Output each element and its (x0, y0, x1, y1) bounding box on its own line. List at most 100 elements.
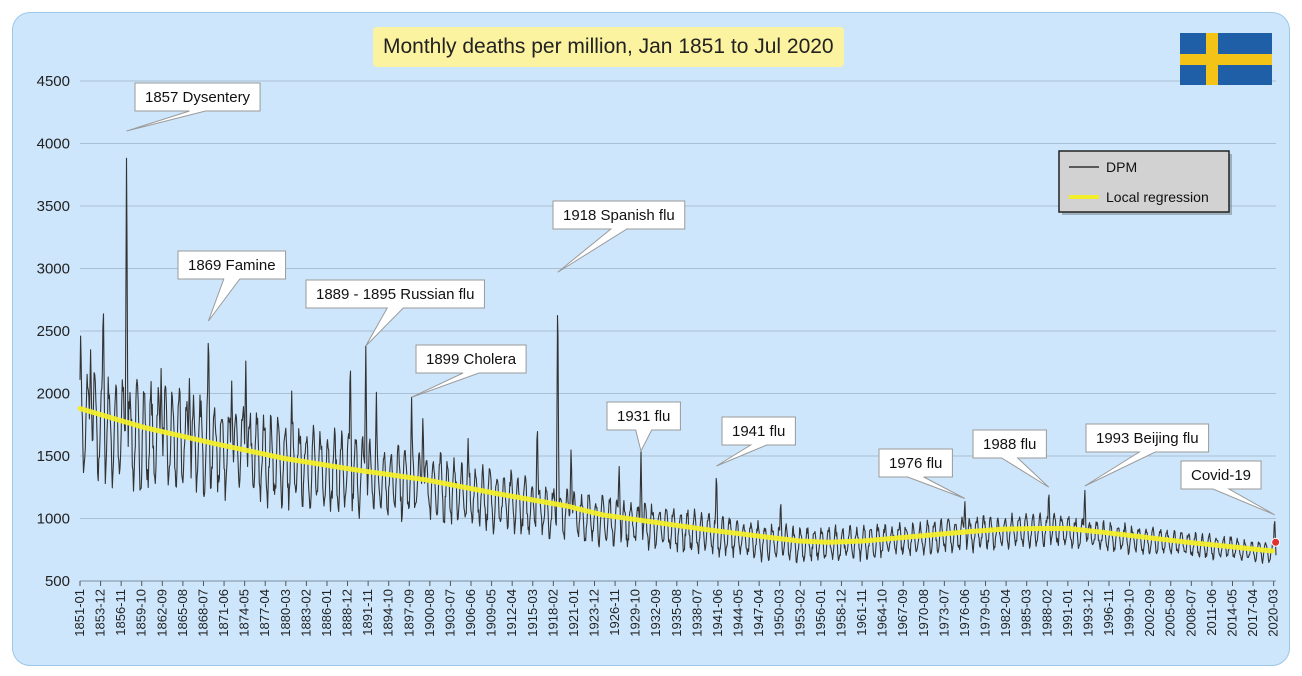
y-tick-label: 500 (45, 573, 70, 590)
x-tick-label: 1871-06 (216, 589, 231, 637)
y-tick-label: 3500 (37, 198, 70, 215)
callout: Covid-19 (1180, 460, 1275, 516)
x-tick-label: 1915-03 (525, 589, 540, 637)
x-tick-label: 1912-04 (504, 589, 519, 637)
x-tick-label: 2011-06 (1204, 589, 1219, 636)
x-tick-label: 1903-07 (442, 589, 457, 637)
x-tick-label: 1938-07 (689, 589, 704, 637)
x-tick-label: 1973-07 (936, 589, 951, 637)
x-tick-label: 2020-03 (1266, 589, 1281, 637)
callout-label: 1889 - 1895 Russian flu (316, 286, 474, 303)
x-tick-label: 2014-05 (1224, 589, 1239, 637)
callout: 1918 Spanish flu (552, 200, 686, 273)
x-tick-label: 1862-09 (154, 589, 169, 637)
x-tick-label: 1868-07 (195, 589, 210, 637)
flag-cross-horizontal (1180, 54, 1272, 65)
x-tick-label: 1918-02 (545, 589, 560, 637)
chart-title: Monthly deaths per million, Jan 1851 to … (373, 27, 844, 67)
callout-bubble (1180, 460, 1275, 516)
x-tick-label: 1999-10 (1122, 589, 1137, 637)
x-tick-label: 1897-09 (401, 589, 416, 637)
x-tick-label: 1888-12 (340, 589, 355, 637)
callout: 1889 - 1895 Russian flu (305, 279, 485, 347)
callout-label: 1988 flu (983, 436, 1036, 453)
callout: 1869 Famine (177, 250, 287, 322)
callout-bubble (552, 200, 686, 273)
x-tick-label: 1976-06 (957, 589, 972, 637)
x-tick-label: 1996-11 (1101, 589, 1116, 636)
x-tick-label: 1909-05 (484, 589, 499, 637)
x-tick-label: 1944-05 (731, 589, 746, 637)
x-tick-label: 1985-03 (1019, 589, 1034, 637)
x-tick-label: 1961-11 (854, 589, 869, 636)
callout-label: 1941 flu (732, 423, 785, 440)
x-tick-label: 1880-03 (278, 589, 293, 637)
covid-dot (1271, 537, 1281, 547)
covid-marker (1271, 537, 1281, 547)
callout: 1976 flu (878, 448, 966, 499)
callout-bubble (177, 250, 287, 322)
x-tick-label: 1941-06 (710, 589, 725, 637)
callout-label: 1857 Dysentery (145, 89, 251, 106)
x-tick-label: 1874-05 (237, 589, 252, 637)
x-tick-label: 1900-08 (422, 589, 437, 637)
x-tick-label: 1979-05 (978, 589, 993, 637)
callouts: 1857 Dysentery 1869 Famine 1889 - 1895 Rus… (126, 82, 1275, 516)
x-tick-label: 1970-08 (916, 589, 931, 637)
x-tick-label: 1964-10 (875, 589, 890, 637)
callout-label: 1993 Beijing flu (1096, 430, 1199, 447)
legend-label: DPM (1106, 159, 1137, 175)
x-tick-label: 1991-01 (1060, 589, 1075, 637)
callout-label: 1899 Cholera (426, 351, 517, 368)
x-tick-label: 1923-12 (587, 589, 602, 637)
x-tick-label: 2005-08 (1163, 589, 1178, 637)
x-tick-label: 1877-04 (257, 589, 272, 637)
x-tick-label: 1947-04 (751, 589, 766, 637)
callout-label: 1931 flu (617, 408, 670, 425)
x-tick-label: 1926-11 (607, 589, 622, 636)
x-tick-label: 1894-10 (381, 589, 396, 637)
y-tick-label: 1000 (37, 511, 70, 528)
x-tick-label: 2017-04 (1245, 589, 1260, 637)
callout-bubble (606, 401, 681, 453)
x-tick-label: 2002-09 (1142, 589, 1157, 637)
x-tick-label: 1967-09 (895, 589, 910, 637)
series-group (77, 157, 1277, 564)
legend-label: Local regression (1106, 189, 1209, 205)
callout-bubble (1084, 423, 1210, 487)
callout: 1931 flu (606, 401, 681, 453)
callout-bubble (972, 429, 1050, 488)
callout-bubble (878, 448, 966, 499)
x-tick-label: 1935-08 (669, 589, 684, 637)
x-tick-label: 1958-12 (833, 589, 848, 637)
y-axis-ticks: 500 1000 1500 2000 2500 3000 3500 4000 4500 (37, 73, 70, 590)
y-tick-label: 1500 (37, 448, 70, 465)
x-tick-label: 1891-11 (360, 589, 375, 636)
x-tick-label: 1950-03 (772, 589, 787, 637)
y-tick-label: 3000 (37, 261, 70, 278)
chart-svg: 500 1000 1500 2000 2500 3000 3500 4000 4500 1851… (37, 73, 1281, 637)
x-tick-label: 1956-01 (813, 589, 828, 637)
x-tick-label: 1932-09 (648, 589, 663, 637)
callout-bubble (716, 416, 796, 467)
legend-box (1058, 150, 1230, 213)
callout-label: Covid-19 (1191, 467, 1251, 484)
callout: 1941 flu (716, 416, 796, 467)
x-tick-label: 1851-01 (72, 589, 87, 637)
series-local-regression-line (77, 406, 1275, 554)
callout: 1993 Beijing flu (1084, 423, 1210, 487)
sweden-flag-icon (1180, 33, 1272, 85)
x-tick-label: 1929-10 (628, 589, 643, 637)
x-tick-label: 1859-10 (134, 589, 149, 637)
callout-bubble (126, 82, 261, 132)
y-tick-label: 4000 (37, 136, 70, 153)
callout-bubble (305, 279, 485, 347)
callout-label: 1918 Spanish flu (563, 207, 675, 224)
callout: 1988 flu (972, 429, 1050, 488)
x-tick-label: 1921-01 (566, 589, 581, 637)
callout: 1899 Cholera (411, 344, 527, 398)
x-tick-label: 2008-07 (1183, 589, 1198, 637)
legend: DPM Local regression (1058, 150, 1232, 215)
x-tick-label: 1988-02 (1039, 589, 1054, 637)
x-tick-label: 1953-02 (792, 589, 807, 637)
